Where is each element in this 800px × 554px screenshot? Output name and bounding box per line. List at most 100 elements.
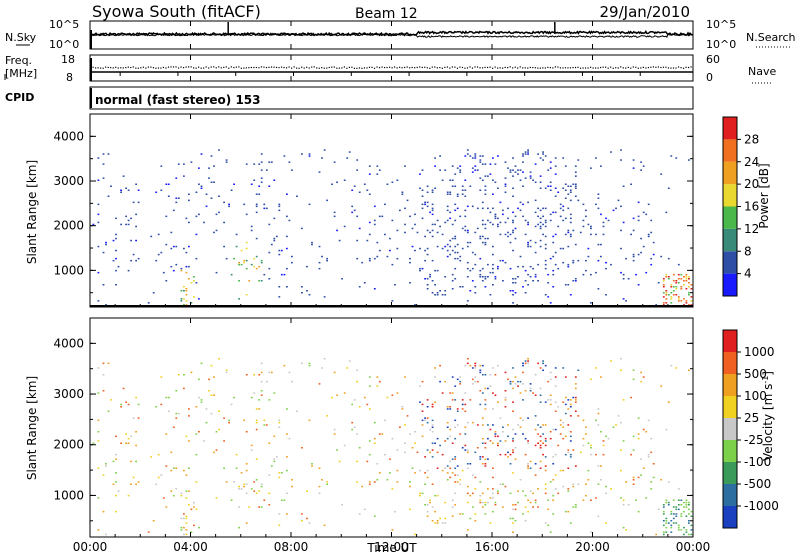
nave-point <box>142 66 144 68</box>
range-cell <box>544 155 547 157</box>
range-cell <box>597 515 600 517</box>
range-cell <box>441 233 444 236</box>
range-cell <box>223 417 225 419</box>
range-cell <box>225 159 228 161</box>
range-cell <box>160 165 163 167</box>
range-cell <box>476 380 479 383</box>
range-cell <box>147 302 150 304</box>
range-cell <box>461 189 464 191</box>
range-cell <box>597 288 600 290</box>
range-cell <box>585 494 587 497</box>
range-cell <box>662 302 665 304</box>
range-cell <box>255 267 258 270</box>
range-cell <box>600 431 602 433</box>
range-cell <box>597 243 600 246</box>
range-cell <box>190 282 193 284</box>
range-cell <box>421 169 424 171</box>
range-cell <box>665 294 668 296</box>
range-cell <box>484 501 487 504</box>
range-cell <box>685 300 688 302</box>
range-cell <box>481 424 484 426</box>
range-cell <box>504 183 507 185</box>
range-cell <box>564 183 567 185</box>
nave-point <box>225 66 227 68</box>
range-cell <box>110 399 112 401</box>
range-cell <box>431 426 434 428</box>
range-cell <box>549 302 552 304</box>
range-cell <box>534 394 537 396</box>
range-cell <box>469 364 472 367</box>
range-cell <box>130 239 132 242</box>
range-cell <box>597 465 600 467</box>
range-cell <box>527 201 529 204</box>
range-cell <box>115 435 117 438</box>
range-cell <box>152 520 155 522</box>
range-cell <box>223 221 225 224</box>
range-cell <box>559 247 562 250</box>
range-cell <box>105 463 107 465</box>
range-cell <box>514 165 517 167</box>
range-cell <box>514 227 517 230</box>
range-cell <box>404 207 406 210</box>
noise-right-label: N.Search <box>746 31 796 44</box>
range-cell <box>471 157 474 159</box>
noise-left-tick-bottom: 10^0 <box>49 38 79 51</box>
range-cell <box>421 217 424 220</box>
nave-point <box>233 66 235 69</box>
range-cell <box>218 428 220 431</box>
nave-point <box>102 67 104 69</box>
range-cell <box>353 399 356 401</box>
power-panel-frame <box>89 113 694 308</box>
range-cell <box>308 203 311 206</box>
range-cell <box>640 474 642 476</box>
range-cell <box>522 399 524 401</box>
nave-point <box>368 66 371 68</box>
range-cell <box>434 269 436 272</box>
range-cell <box>361 261 364 264</box>
nave-point <box>213 66 215 68</box>
nave-point <box>429 67 431 69</box>
range-cell <box>667 278 670 280</box>
colorbar-tick-label: 8 <box>744 244 752 258</box>
nave-point <box>469 66 471 68</box>
range-cell <box>240 263 243 266</box>
range-cell <box>502 209 504 212</box>
range-cell <box>200 362 203 365</box>
range-cell <box>167 183 170 185</box>
range-cell <box>522 513 524 515</box>
range-cell <box>632 435 635 438</box>
range-cell <box>213 451 215 454</box>
range-cell <box>175 177 178 179</box>
nave-point <box>248 67 250 69</box>
range-cell <box>690 524 693 527</box>
range-cell <box>200 187 203 189</box>
range-cell <box>278 296 281 298</box>
range-cell <box>115 269 117 272</box>
range-cell <box>431 191 434 193</box>
range-cell <box>188 408 190 410</box>
nave-point <box>235 66 237 68</box>
nave-point <box>635 66 637 68</box>
range-cell <box>198 431 200 433</box>
range-cell <box>155 191 158 193</box>
nave-point <box>198 66 200 68</box>
range-cell <box>348 360 351 362</box>
range-cell <box>675 286 678 288</box>
range-cell <box>449 392 452 394</box>
range-cell <box>102 510 105 513</box>
range-cell <box>507 167 509 169</box>
range-cell <box>549 181 552 183</box>
range-cell <box>250 488 253 490</box>
range-cell <box>454 267 457 270</box>
range-cell <box>585 433 587 435</box>
range-cell <box>301 513 303 515</box>
range-cell <box>421 207 424 210</box>
range-cell <box>356 215 359 218</box>
range-cell <box>557 444 560 447</box>
range-cell <box>321 479 323 481</box>
range-cell <box>489 163 492 165</box>
range-cell <box>376 479 379 481</box>
range-cell <box>662 296 665 298</box>
range-cell <box>527 442 529 444</box>
range-cell <box>481 463 484 465</box>
